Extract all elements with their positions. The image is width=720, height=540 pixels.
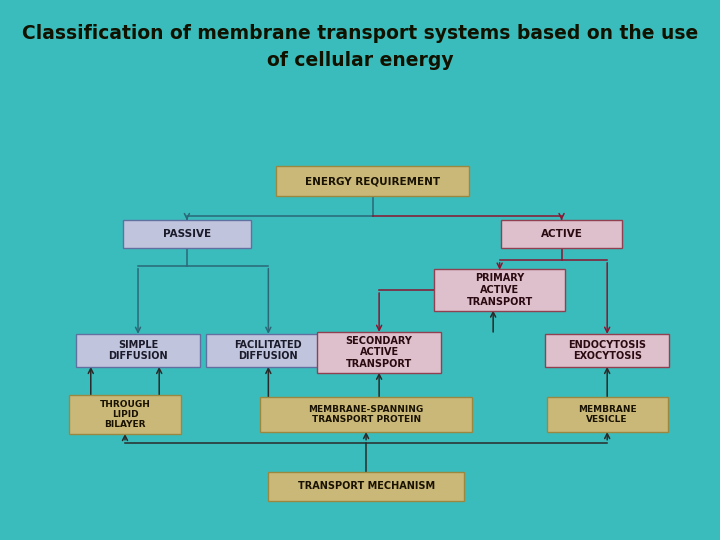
FancyBboxPatch shape	[206, 334, 330, 367]
Text: FACILITATED
DIFFUSION: FACILITATED DIFFUSION	[235, 340, 302, 361]
Text: THROUGH
LIPID
BILAYER: THROUGH LIPID BILAYER	[99, 400, 150, 429]
FancyBboxPatch shape	[123, 220, 251, 247]
FancyBboxPatch shape	[501, 220, 622, 247]
FancyBboxPatch shape	[69, 395, 181, 434]
Text: MEMBRANE
VESICLE: MEMBRANE VESICLE	[578, 405, 636, 424]
Text: PASSIVE: PASSIVE	[163, 229, 211, 239]
FancyBboxPatch shape	[546, 397, 667, 432]
Text: PRIMARY
ACTIVE
TRANSPORT: PRIMARY ACTIVE TRANSPORT	[467, 273, 533, 307]
Text: ACTIVE: ACTIVE	[541, 229, 582, 239]
Text: Classification of membrane transport systems based on the use: Classification of membrane transport sys…	[22, 24, 698, 43]
Text: of cellular energy: of cellular energy	[266, 51, 454, 70]
FancyBboxPatch shape	[317, 332, 441, 373]
FancyBboxPatch shape	[434, 269, 565, 310]
Text: MEMBRANE-SPANNING
TRANSPORT PROTEIN: MEMBRANE-SPANNING TRANSPORT PROTEIN	[308, 405, 423, 424]
Text: SECONDARY
ACTIVE
TRANSPORT: SECONDARY ACTIVE TRANSPORT	[346, 336, 413, 369]
Text: TRANSPORT MECHANISM: TRANSPORT MECHANISM	[297, 482, 435, 491]
Text: ENDOCYTOSIS
EXOCYTOSIS: ENDOCYTOSIS EXOCYTOSIS	[568, 340, 646, 361]
Text: SIMPLE
DIFFUSION: SIMPLE DIFFUSION	[108, 340, 168, 361]
Text: ENERGY REQUIREMENT: ENERGY REQUIREMENT	[305, 176, 440, 186]
FancyBboxPatch shape	[268, 471, 464, 501]
FancyBboxPatch shape	[276, 166, 469, 196]
FancyBboxPatch shape	[260, 397, 472, 432]
FancyBboxPatch shape	[76, 334, 200, 367]
FancyBboxPatch shape	[545, 334, 670, 367]
